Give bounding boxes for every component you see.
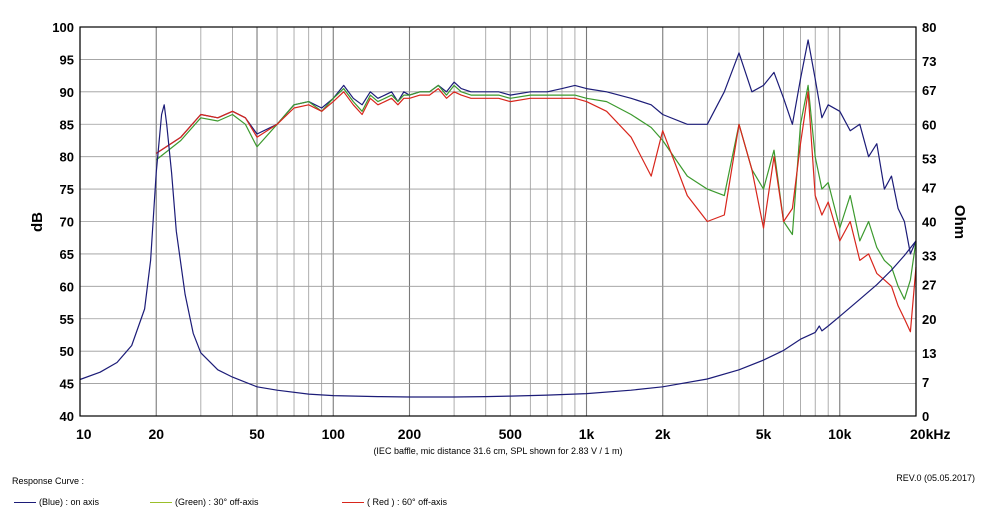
y-tick-label: 75	[60, 182, 74, 197]
y-tick-label: 95	[60, 52, 74, 67]
y2-tick-label: 20	[922, 312, 936, 327]
y-axis-label-left: dB	[29, 212, 46, 232]
data-series	[79, 39, 917, 398]
x-tick-label: 100	[322, 426, 346, 442]
x-tick-label: 20kHz	[910, 426, 950, 442]
y2-tick-label: 13	[922, 346, 936, 361]
y-tick-label: 40	[60, 409, 74, 424]
x-tick-label: 1k	[579, 426, 595, 442]
x-axis-caption: (IEC baffle, mic distance 31.6 cm, SPL s…	[373, 446, 622, 456]
y-axis-label-right: Ohm	[951, 205, 968, 239]
y2-tick-label: 0	[922, 409, 929, 424]
y2-tick-label: 40	[922, 215, 936, 230]
y-tick-label: 100	[52, 20, 74, 35]
y-tick-label: 85	[60, 117, 74, 132]
x-tick-label: 20	[148, 426, 164, 442]
y-tick-label: 65	[60, 247, 74, 262]
plot-frame	[79, 26, 917, 417]
y2-tick-label: 60	[922, 117, 936, 132]
y-tick-label: 50	[60, 344, 74, 359]
y2-tick-label: 7	[922, 375, 929, 390]
x-tick-label: 10	[76, 426, 92, 442]
y-tick-label: 70	[60, 215, 74, 230]
legend-swatch-blue	[14, 502, 36, 504]
legend-label-red: ( Red ) : 60° off-axis	[367, 497, 447, 507]
legend-item-green: (Green) : 30° off-axis	[150, 497, 258, 507]
frequency-response-chart: 40 45 50 55 60 65 70 75 80 85 90 95 100 0 7 13 20 27 33 40 4…	[29, 20, 968, 456]
y2-tick-label: 47	[922, 180, 936, 195]
x-tick-label: 2k	[655, 426, 671, 442]
y2-tick-label: 80	[922, 20, 936, 35]
y2-tick-label: 27	[922, 278, 936, 293]
revision-label: REV.0 (05.05.2017)	[896, 473, 975, 483]
legend-label-green: (Green) : 30° off-axis	[175, 497, 259, 507]
y-tick-label: 80	[60, 150, 74, 165]
x-tick-label: 500	[499, 426, 523, 442]
y-tick-label: 60	[60, 279, 74, 294]
series-line-3	[79, 104, 917, 398]
y2-tick-label: 33	[922, 249, 936, 264]
tick-labels: 40 45 50 55 60 65 70 75 80 85 90 95 100 0 7 13 20 27 33 40 4…	[52, 20, 950, 442]
y2-tick-label: 67	[922, 83, 936, 98]
legend-item-blue: (Blue) : on axis	[14, 497, 99, 507]
series-line-2	[155, 87, 917, 333]
y2-tick-label: 73	[922, 54, 936, 69]
x-tick-label: 50	[249, 426, 265, 442]
y2-tick-label: 53	[922, 151, 936, 166]
x-tick-label: 5k	[756, 426, 772, 442]
y-tick-label: 55	[60, 312, 74, 327]
x-tick-label: 200	[398, 426, 422, 442]
legend-swatch-red	[342, 502, 364, 504]
legend-swatch-green	[150, 502, 172, 504]
legend-label-blue: (Blue) : on axis	[39, 497, 100, 507]
series-line-1	[155, 84, 917, 300]
y-tick-label: 45	[60, 377, 74, 392]
y-tick-label: 90	[60, 85, 74, 100]
response-curve-label: Response Curve :	[12, 476, 85, 486]
x-tick-label: 10k	[828, 426, 852, 442]
legend-item-red: ( Red ) : 60° off-axis	[342, 497, 447, 507]
